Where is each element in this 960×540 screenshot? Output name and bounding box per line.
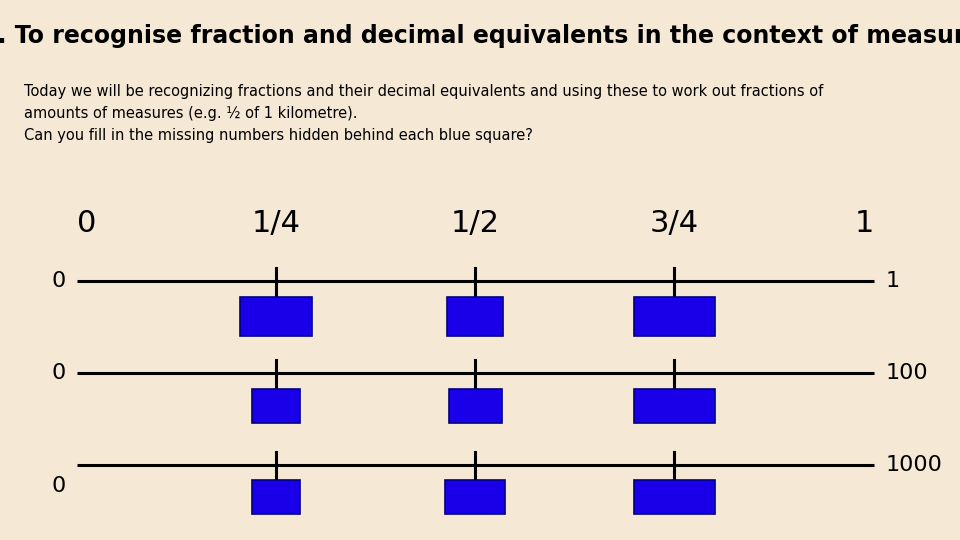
Text: 0: 0 xyxy=(77,209,96,238)
Text: 0: 0 xyxy=(51,363,65,383)
Text: 1000: 1000 xyxy=(885,455,942,475)
Bar xyxy=(240,297,312,336)
Text: 100: 100 xyxy=(885,363,927,383)
Text: 1: 1 xyxy=(885,272,900,292)
Bar xyxy=(447,297,503,336)
Bar xyxy=(634,389,715,423)
Bar xyxy=(634,297,715,336)
Text: 1: 1 xyxy=(854,209,874,238)
Bar xyxy=(449,389,502,423)
Bar xyxy=(445,481,505,515)
Text: Today we will be recognizing fractions and their decimal equivalents and using t: Today we will be recognizing fractions a… xyxy=(24,84,824,143)
Bar xyxy=(634,481,715,515)
Text: 1/2: 1/2 xyxy=(450,209,500,238)
Text: 3/4: 3/4 xyxy=(650,209,699,238)
Text: 0: 0 xyxy=(51,476,65,496)
Text: 1/4: 1/4 xyxy=(252,209,300,238)
Bar xyxy=(252,481,300,515)
Text: L.I. To recognise fraction and decimal equivalents in the context of measures: L.I. To recognise fraction and decimal e… xyxy=(0,24,960,48)
Bar xyxy=(252,389,300,423)
Text: 0: 0 xyxy=(51,272,65,292)
